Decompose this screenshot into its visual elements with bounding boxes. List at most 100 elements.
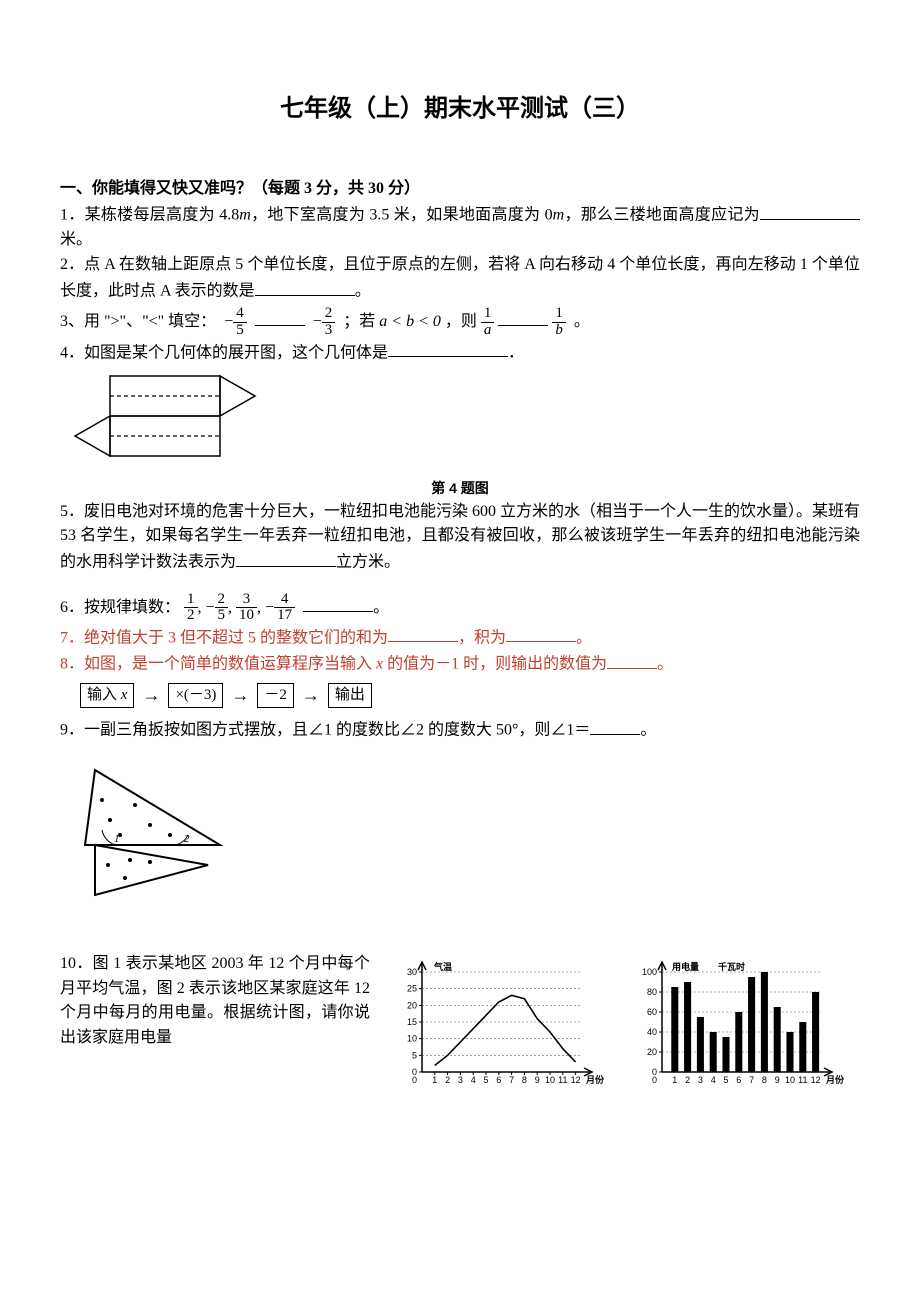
q3-f1-num: 4	[233, 306, 247, 323]
q8-box-sub: －2	[257, 683, 294, 708]
question-8: 8．如图，是一个简单的数值运算程序当输入 x 的值为－1 时，则输出的数值为。	[60, 651, 860, 677]
section-1-head: 一、你能填得又快又准吗？（每题 3 分，共 30 分）	[60, 177, 860, 202]
q1-text-b: ，地下室高度为 3.5 米，如果地面高度为 0	[251, 207, 553, 224]
q3-blank-1[interactable]	[255, 309, 305, 327]
q3-frac-1: 45	[233, 306, 247, 339]
q3-text-a: 3、用 ">"、"<" 填空：	[60, 313, 216, 330]
arrow-icon: →	[231, 682, 249, 710]
q6-f4n: 4	[274, 592, 295, 609]
q6-f1: 12	[184, 592, 198, 625]
q6-f3n: 3	[236, 592, 257, 609]
svg-text:0: 0	[652, 1075, 657, 1085]
q8-flow: 输入 x → ×(－3) → －2 → 输出	[80, 682, 860, 710]
svg-text:15: 15	[407, 1017, 417, 1027]
svg-text:11: 11	[558, 1075, 567, 1085]
q8-box1b: x	[121, 687, 128, 703]
q1-blank[interactable]	[760, 202, 860, 220]
svg-text:月份: 月份	[825, 1074, 845, 1085]
q2-blank[interactable]	[255, 278, 355, 296]
q8-blank[interactable]	[607, 651, 657, 669]
svg-text:12: 12	[571, 1075, 581, 1085]
q6-f2d: 5	[215, 608, 229, 624]
q3-f1-den: 5	[233, 323, 247, 339]
svg-text:3: 3	[698, 1075, 703, 1085]
question-5: 5．废旧电池对环境的危害十分巨大，一粒纽扣电池能污染 600 立方米的水（相当于…	[60, 500, 860, 576]
svg-text:20: 20	[647, 1047, 657, 1057]
q3-f4-den: b	[552, 323, 566, 339]
q6-blank[interactable]	[303, 594, 373, 612]
q6-f3d: 10	[236, 608, 257, 624]
q1-text-d: 米。	[60, 231, 92, 248]
svg-text:10: 10	[785, 1075, 795, 1085]
q3-f4-num: 1	[552, 306, 566, 323]
chart-electricity: 020406080100123456789101112用电量千瓦时月份0	[630, 952, 850, 1092]
question-6: 6．按规律填数： 12, −25, 310, −417 。	[60, 590, 860, 625]
svg-text:9: 9	[775, 1075, 780, 1085]
question-7: 7．绝对值大于 3 但不超过 5 的整数它们的和为，积为。	[60, 625, 860, 651]
q1-m2: m	[553, 207, 565, 224]
q3-relation: a < b < 0	[379, 313, 441, 330]
q6-f2: 25	[215, 592, 229, 625]
q1-text-a: 1．某栋楼每层高度为 4.8	[60, 207, 239, 224]
q4-text-a: 4．如图是某个几何体的展开图，这个几何体是	[60, 344, 388, 361]
svg-text:2: 2	[184, 833, 190, 845]
q5-blank[interactable]	[236, 549, 336, 567]
question-9: 9．一副三角扳按如图方式摆放，且∠1 的度数比∠2 的度数大 50°，则∠1＝ 。	[60, 717, 860, 743]
q4-blank[interactable]	[388, 340, 508, 358]
q8-text-c: 。	[657, 656, 673, 673]
q9-blank[interactable]	[590, 717, 640, 735]
q4-caption: 第 4 题图	[60, 478, 860, 500]
svg-text:4: 4	[711, 1075, 716, 1085]
q7-text-b: ，积为	[458, 629, 506, 646]
q3-f3-num: 1	[481, 306, 495, 323]
svg-text:80: 80	[647, 987, 657, 997]
svg-text:9: 9	[535, 1075, 540, 1085]
question-3: 3、用 ">"、"<" 填空： −45 −23 ；若 a < b < 0 ，则 …	[60, 304, 860, 339]
question-2: 2．点 A 在数轴上距原点 5 个单位长度，且位于原点的左侧，若将 A 向右移动…	[60, 253, 860, 304]
q3-text-d: 。	[574, 313, 590, 330]
svg-text:6: 6	[736, 1075, 741, 1085]
svg-text:气温: 气温	[433, 961, 452, 972]
q8-text-b: 的值为－1 时，则输出的数值为	[383, 656, 607, 673]
q6-f1n: 1	[184, 592, 198, 609]
svg-text:5: 5	[412, 1050, 417, 1060]
svg-text:5: 5	[723, 1075, 728, 1085]
svg-text:40: 40	[647, 1027, 657, 1037]
page-title: 七年级（上）期末水平测试（三）	[60, 90, 860, 127]
question-10: 10．图 1 表示某地区 2003 年 12 个月中每个月平均气温，图 2 表示…	[60, 952, 860, 1092]
q8-box-out: 输出	[328, 683, 372, 708]
q7-blank-2[interactable]	[506, 625, 576, 643]
q3-blank-2[interactable]	[498, 309, 548, 327]
q3-text-c: ，则	[445, 313, 477, 330]
svg-text:1: 1	[432, 1075, 437, 1085]
svg-text:3: 3	[458, 1075, 463, 1085]
q3-frac-4: 1b	[552, 306, 566, 339]
q4-figure: 第 4 题图	[60, 366, 860, 500]
q9-text-b: 。	[640, 722, 656, 739]
q9-figure: 1 2	[80, 760, 860, 910]
q5-text: 5．废旧电池对环境的危害十分巨大，一粒纽扣电池能污染 600 立方米的水（相当于…	[60, 503, 860, 571]
svg-text:月份: 月份	[585, 1074, 605, 1085]
svg-text:20: 20	[407, 1000, 417, 1010]
svg-text:10: 10	[407, 1034, 417, 1044]
svg-text:2: 2	[445, 1075, 450, 1085]
chart-temperature: 051015202530123456789101112气温月份0	[390, 952, 610, 1092]
q1-text-c: ，那么三楼地面高度应记为	[564, 207, 760, 224]
svg-text:8: 8	[522, 1075, 527, 1085]
q6-f3: 310	[236, 592, 257, 625]
q8-box-mul: ×(－3)	[168, 683, 223, 708]
q9-text-a: 9．一副三角扳按如图方式摆放，且∠1 的度数比∠2 的度数大 50°，则∠1＝	[60, 722, 590, 739]
svg-text:7: 7	[749, 1075, 754, 1085]
svg-text:4: 4	[471, 1075, 476, 1085]
q7-text-a: 7．绝对值大于 3 但不超过 5 的整数它们的和为	[60, 629, 388, 646]
q4-text-b: ．	[508, 344, 524, 361]
svg-text:6: 6	[496, 1075, 501, 1085]
q6-f4d: 17	[274, 608, 295, 624]
svg-text:7: 7	[509, 1075, 514, 1085]
q7-blank-1[interactable]	[388, 625, 458, 643]
svg-text:1: 1	[672, 1075, 677, 1085]
svg-text:8: 8	[762, 1075, 767, 1085]
svg-text:60: 60	[647, 1007, 657, 1017]
q8-box-input: 输入 x	[80, 683, 134, 708]
q4-net-svg	[60, 366, 280, 476]
